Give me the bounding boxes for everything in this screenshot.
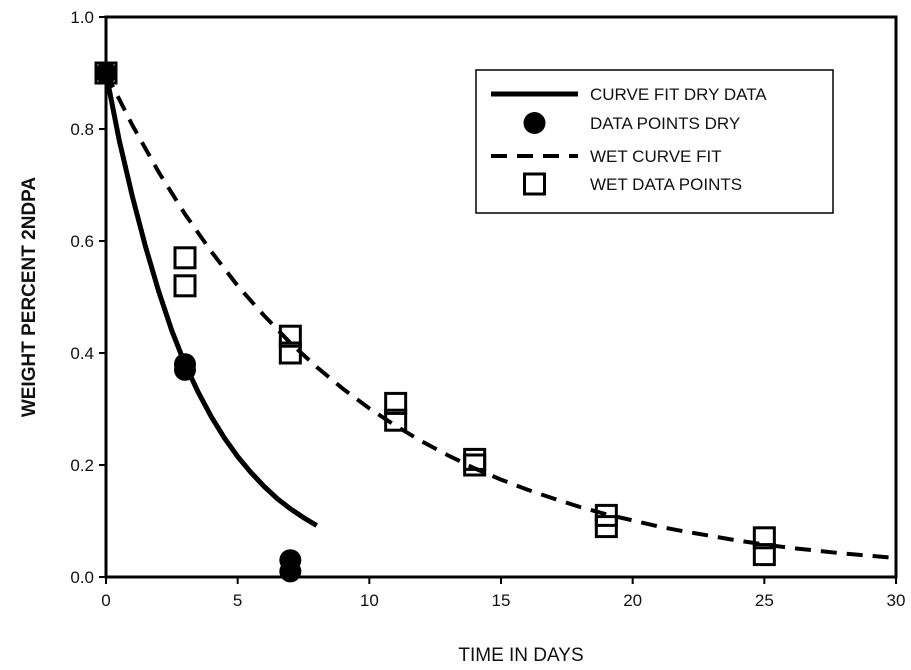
wet-data-point xyxy=(278,341,302,365)
wet-curve-fit-line xyxy=(104,72,897,560)
wet-data-point xyxy=(173,246,197,270)
legend-swatch-circle xyxy=(523,112,546,134)
x-axis-title: TIME IN DAYS xyxy=(458,645,583,666)
y-tick-label: 0.8 xyxy=(70,120,94,139)
x-tick-label: 25 xyxy=(755,591,774,610)
wet-data-point xyxy=(594,515,618,539)
x-tick-label: 15 xyxy=(492,591,511,610)
legend: CURVE FIT DRY DATA DATA POINTS DRY WET CUR… xyxy=(475,69,834,214)
legend-swatch-square xyxy=(523,172,546,196)
dry-data-point xyxy=(174,358,196,381)
y-tick-label: 1.0 xyxy=(70,8,94,27)
wet-data-point xyxy=(278,324,302,348)
x-tick-label: 10 xyxy=(360,591,379,610)
legend-label: WET CURVE FIT xyxy=(590,147,722,166)
x-tick-label: 0 xyxy=(101,591,110,610)
plot-area xyxy=(94,61,897,583)
legend-label: WET DATA POINTS xyxy=(590,175,742,194)
legend-label: CURVE FIT DRY DATA xyxy=(590,85,767,104)
y-tick-label: 0.4 xyxy=(70,344,94,363)
x-tick-label: 20 xyxy=(623,591,642,610)
wet-data-point xyxy=(384,391,408,415)
wet-data-point xyxy=(752,526,776,550)
dry-data-point xyxy=(279,560,302,583)
x-tick-label: 5 xyxy=(233,591,242,610)
wet-data-point xyxy=(173,274,197,298)
legend-label: DATA POINTS DRY xyxy=(590,114,740,133)
x-tick-label: 30 xyxy=(887,591,906,610)
axes: 0 5 10 15 20 25 30 0.0 0.2 0.4 0.6 0.8 1.0 xyxy=(70,8,905,610)
y-tick-label: 0.0 xyxy=(70,568,94,587)
y-tick-label: 0.6 xyxy=(70,232,94,251)
wet-data-point xyxy=(463,453,487,477)
wet-data-point xyxy=(752,543,776,567)
y-tick-label: 0.2 xyxy=(70,456,94,475)
y-axis-title: WEIGHT PERCENT 2NDPA xyxy=(19,177,40,418)
wet-data-point xyxy=(384,408,408,432)
dry-curve-fit-line xyxy=(103,72,318,528)
